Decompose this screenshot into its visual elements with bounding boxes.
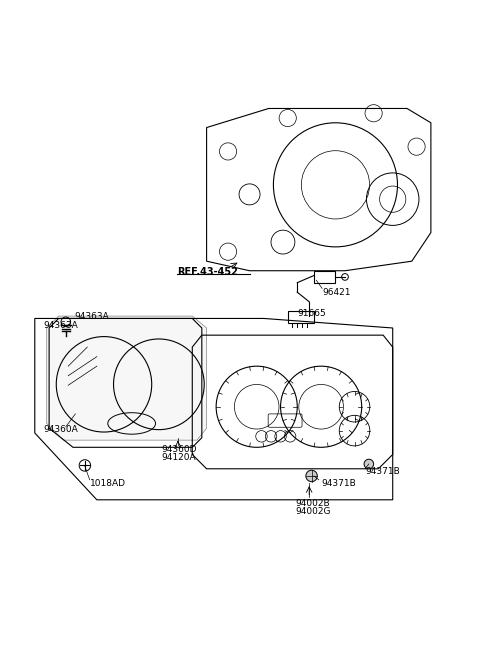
Polygon shape bbox=[47, 316, 206, 440]
Circle shape bbox=[364, 459, 373, 469]
Text: 1018AD: 1018AD bbox=[90, 479, 126, 487]
Text: 94371B: 94371B bbox=[365, 466, 400, 476]
Text: 94002B: 94002B bbox=[295, 499, 329, 508]
Text: 94363A: 94363A bbox=[74, 312, 108, 321]
Text: 96421: 96421 bbox=[322, 288, 350, 297]
Text: 94120A: 94120A bbox=[161, 453, 196, 462]
Bar bbox=[314, 271, 336, 283]
Circle shape bbox=[306, 470, 317, 482]
Text: 94371B: 94371B bbox=[321, 479, 356, 487]
Text: 94360A: 94360A bbox=[43, 424, 78, 434]
Bar bbox=[288, 312, 314, 323]
Text: 94360D: 94360D bbox=[161, 445, 197, 454]
Text: REF.43-452: REF.43-452 bbox=[177, 267, 238, 277]
Text: 94002G: 94002G bbox=[295, 507, 330, 516]
Text: 91665: 91665 bbox=[297, 309, 326, 318]
Text: 94363A: 94363A bbox=[43, 321, 78, 330]
